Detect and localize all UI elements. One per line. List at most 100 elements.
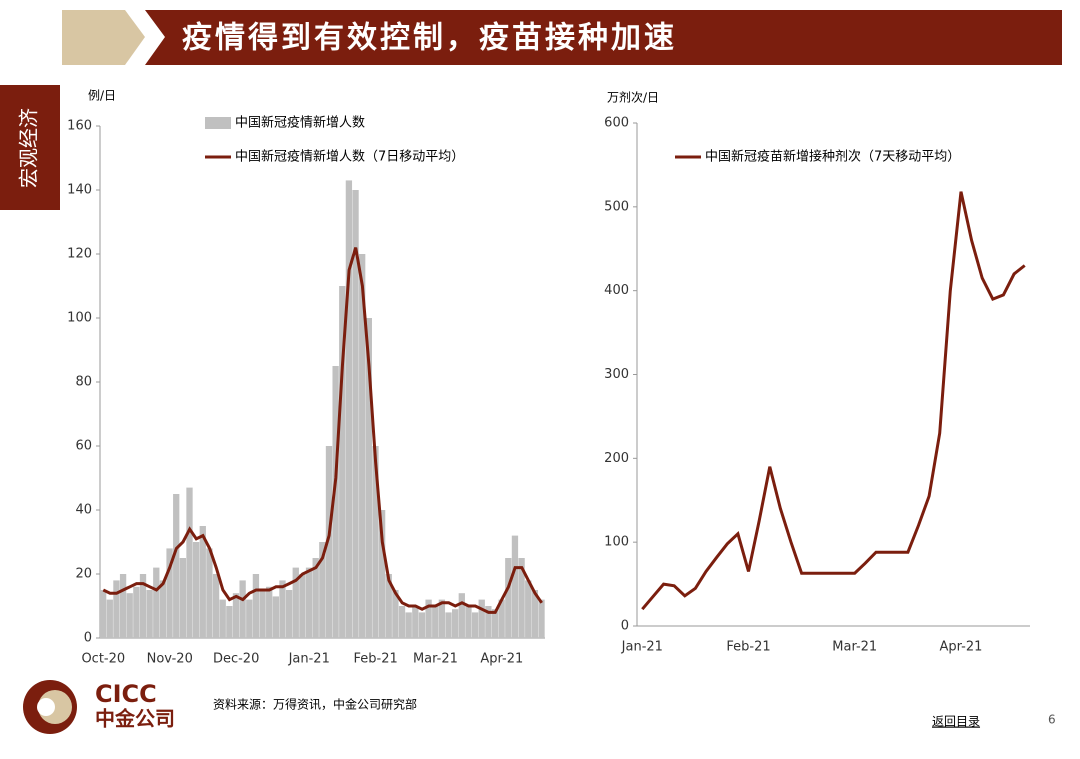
page-number: 6 (1048, 713, 1056, 727)
header-band (145, 10, 1062, 65)
bar (372, 446, 379, 638)
bar (345, 180, 353, 638)
bar (199, 526, 206, 638)
y-tick-label: 60 (75, 439, 92, 454)
y-tick-label: 80 (75, 375, 92, 390)
y-tick-label: 100 (67, 311, 92, 326)
x-tick-label: Feb-21 (726, 640, 770, 655)
bar (485, 606, 492, 638)
y-tick-label: 0 (84, 631, 92, 646)
y-tick-label: 300 (604, 367, 629, 382)
bar (398, 606, 406, 638)
bar (299, 574, 306, 638)
y-tick-label: 500 (604, 199, 629, 214)
bar (392, 590, 399, 638)
logo-en: CICC (95, 680, 157, 708)
bar (133, 586, 140, 638)
bar (418, 612, 426, 638)
y-axis-label: 万剂次/日 (607, 90, 659, 105)
bar (119, 574, 127, 638)
y-tick-label: 40 (75, 503, 92, 518)
bar (259, 590, 266, 638)
bar (279, 580, 286, 638)
bar (173, 494, 180, 638)
bar (538, 599, 545, 638)
bar (312, 558, 319, 638)
bar (305, 567, 313, 638)
x-tick-label: Mar-21 (413, 652, 458, 667)
bar (525, 580, 532, 638)
bar (266, 586, 273, 638)
legend-swatch (205, 117, 231, 129)
bar (478, 599, 485, 638)
bar (438, 599, 446, 638)
bar (465, 606, 472, 638)
bar (285, 590, 293, 638)
bar (272, 596, 279, 638)
bar (452, 609, 459, 638)
bar (491, 609, 499, 638)
legend-label: 中国新冠疫情新增人数（7日移动平均） (235, 149, 464, 165)
bar (365, 318, 372, 638)
bar (186, 487, 193, 638)
line (102, 247, 543, 614)
bar (319, 542, 326, 638)
bar (432, 606, 439, 638)
bar (226, 606, 233, 638)
bar (219, 599, 226, 638)
x-tick-label: Oct-20 (81, 652, 125, 667)
bar (511, 535, 519, 638)
bar (352, 190, 359, 638)
legend-label: 中国新冠疫情新增人数 (235, 115, 365, 131)
source-note: 资料来源：万得资讯，中金公司研究部 (213, 697, 417, 712)
bar (332, 366, 339, 638)
logo-core (37, 698, 55, 716)
x-tick-label: Jan-21 (288, 652, 330, 667)
bar (159, 580, 167, 638)
x-tick-label: Dec-20 (213, 652, 259, 667)
bar (471, 612, 479, 638)
y-tick-label: 600 (604, 116, 629, 131)
bar (252, 574, 260, 638)
bar (239, 580, 246, 638)
slide-title: 疫情得到有效控制，疫苗接种加速 (182, 21, 677, 56)
header-arrow (62, 10, 145, 65)
bar (139, 574, 147, 638)
line (641, 191, 1026, 611)
y-tick-label: 120 (67, 247, 92, 262)
bar (192, 542, 200, 638)
bar (412, 606, 419, 638)
bar (113, 580, 120, 638)
toc-link[interactable]: 返回目录 (932, 715, 980, 729)
y-axis-label: 例/日 (88, 89, 116, 103)
bar (505, 558, 512, 638)
bar (498, 599, 505, 638)
bar (425, 599, 432, 638)
bar (405, 612, 412, 638)
bar (179, 558, 187, 638)
bar (445, 612, 452, 638)
bar (339, 286, 346, 638)
bar (206, 548, 213, 638)
bar (100, 590, 107, 638)
x-tick-label: Apr-21 (940, 640, 983, 655)
y-tick-label: 0 (621, 619, 629, 634)
bar (153, 567, 160, 638)
legend-label: 中国新冠疫苗新增接种剂次（7天移动平均） (705, 149, 960, 165)
x-tick-label: Feb-21 (354, 652, 398, 667)
bar (325, 446, 333, 638)
y-tick-label: 200 (604, 451, 629, 466)
x-tick-label: Apr-21 (480, 652, 523, 667)
bar (212, 574, 220, 638)
bar (518, 558, 525, 638)
bar (359, 254, 366, 638)
logo-cn: 中金公司 (95, 707, 175, 731)
bar (531, 590, 539, 638)
sidebar (0, 85, 60, 210)
bar (166, 548, 173, 638)
x-tick-label: Nov-20 (147, 652, 193, 667)
y-tick-label: 100 (604, 535, 629, 550)
bar (378, 510, 386, 638)
